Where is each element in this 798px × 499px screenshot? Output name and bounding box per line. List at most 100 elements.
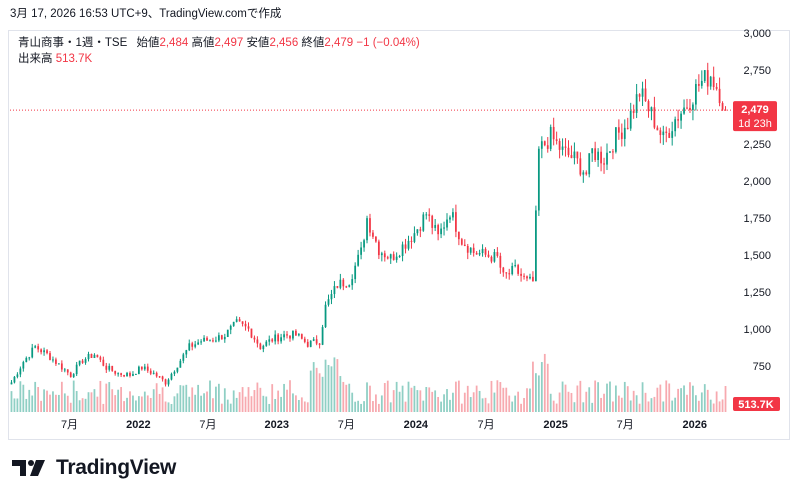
candle-body [380,253,383,256]
candle-body [126,372,128,377]
volume-bar [404,401,407,412]
candle-body [383,253,386,258]
volume-bar [700,392,703,412]
volume-bar [466,385,469,412]
volume-bar [10,391,13,412]
volume-bar [558,392,561,412]
volume-bar [665,380,668,412]
candle-body [300,334,303,339]
volume-bar [289,380,291,412]
y-tick-label: 1,000 [743,324,771,336]
volume-bar [22,384,25,412]
volume-bar [283,383,285,412]
candle-body [573,151,576,159]
volume-label: 出来高 [18,53,53,65]
volume-bar [37,387,40,412]
candle-body [274,334,277,342]
volume-bar [75,391,78,412]
candle-body [137,366,140,374]
candle-body [561,146,564,150]
volume-bar [668,383,671,412]
candle-body [108,365,111,370]
volume-bar [259,387,262,412]
volume-bar [318,373,321,412]
candle-body [570,155,573,159]
chart-panel[interactable] [8,30,790,440]
candle-body [87,353,90,360]
time-axis[interactable]: 7月 2022 7月 2023 7月 2024 7月 2025 7月 2026 [61,419,707,431]
candle-body [55,359,57,364]
volume-bar [443,394,445,412]
candle-body [31,347,34,358]
candle-body [496,252,499,256]
candle-body [155,372,158,377]
candle-body [585,172,588,175]
volume-bar [250,396,253,412]
price-axis[interactable]: 3,0002,7502,5002,2502,0001,7501,5001,250… [743,28,771,410]
volume-bar [277,390,280,412]
volume-bar [303,401,306,412]
symbol-name[interactable]: 青山商事・1週・TSE [18,37,128,49]
volume-bar [677,388,680,412]
candle-body [478,253,481,255]
candle-body [235,319,238,322]
volume-bar [57,394,60,412]
volume-bar [209,380,211,412]
volume-bar [437,396,440,412]
candle-body [280,337,282,342]
volume-bar [226,399,229,412]
volume-bar [570,392,573,412]
volume-bar [217,383,220,412]
candle-body [123,374,125,377]
candle-body [271,339,274,342]
candle-body [582,172,585,175]
volume-bar [431,391,434,412]
candle-body [366,218,368,241]
volume-bar [549,393,552,412]
candle-body [543,141,546,146]
candle-body [244,323,247,327]
candle-body [69,372,72,377]
x-tick-label: 2023 [264,419,288,431]
volume-bar [244,396,247,412]
candle-body [603,163,605,165]
volume-bar [567,391,570,412]
volume-bar [149,397,152,412]
candle-body [348,285,351,287]
candle-body [700,80,703,86]
volume-bar [90,392,93,412]
candle-body [286,334,288,336]
candle-body [487,254,490,257]
volume-bar [502,387,505,412]
candle-body [241,321,244,324]
candle-body [437,225,440,235]
volume-bar [416,390,419,412]
candle-body [43,350,45,353]
volume-bar [146,395,149,412]
candle-body [674,119,677,132]
candle-body [558,140,561,150]
candle-body [481,248,484,254]
tradingview-logo[interactable]: TradingView [12,456,176,480]
x-tick-label: 7月 [617,419,634,431]
volume-bar [25,398,28,412]
volume-bar [478,390,481,412]
candle-body [170,373,173,380]
volume-bar [360,403,362,412]
candle-body [256,339,259,344]
volume-bar [455,381,457,412]
change-value: −1 (−0.04%) [356,37,420,49]
volume-bar [372,401,374,412]
volume-bar [46,390,48,412]
volume-bar [721,399,724,412]
volume-bar [161,387,164,412]
volume-bar [315,367,318,412]
volume-bar [600,397,602,412]
volume-bar [28,389,31,412]
candle-body [597,151,600,161]
candle-body [683,107,685,114]
volume-bar [143,391,146,412]
volume-bar [120,387,122,412]
volume-bar [342,381,345,412]
